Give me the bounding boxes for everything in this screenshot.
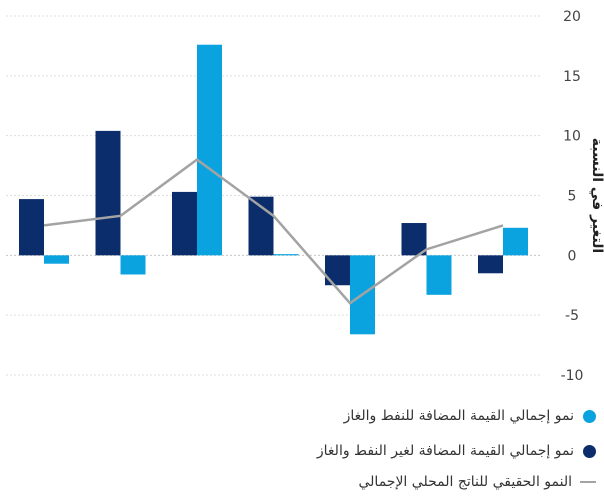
legend-label-oil-gas: نمو إجمالي القيمة المضافة للنفط والغاز <box>343 408 574 424</box>
bar-oil-gas <box>426 255 452 295</box>
legend-item-oil-gas: نمو إجمالي القيمة المضافة للنفط والغاز <box>344 408 596 424</box>
legend-label-non-oil: نمو إجمالي القيمة المضافة لغير النفط وال… <box>316 443 574 459</box>
gdp-growth-line <box>43 158 504 305</box>
bar-oil-gas <box>120 255 146 275</box>
bar-non-oil <box>19 199 44 256</box>
grid-lines <box>6 15 541 376</box>
bar-oil-gas <box>197 44 222 256</box>
bar-non-oil <box>478 255 503 274</box>
y-tick-label: 0 <box>568 248 577 264</box>
bar-oil-gas <box>503 227 528 256</box>
bars <box>19 44 528 335</box>
y-tick-label: 20 <box>563 9 581 25</box>
legend-item-gdp: النمو الحقيقي للناتج المحلي الإجمالي <box>358 474 596 490</box>
y-tick-label: -10 <box>561 368 584 384</box>
y-tick-label: 5 <box>568 189 577 205</box>
bar-non-oil <box>401 223 427 256</box>
y-axis-title: التغير في النسبة <box>589 138 604 253</box>
legend-swatch-gdp <box>580 481 596 483</box>
legend-item-non-oil: نمو إجمالي القيمة المضافة لغير النفط وال… <box>317 443 596 459</box>
bar-oil-gas <box>273 254 299 256</box>
chart: -10 -5 0 5 10 15 20 التغير في النسبة <box>6 9 604 384</box>
y-tick-labels: -10 -5 0 5 10 15 20 <box>561 9 584 384</box>
y-tick-label: 10 <box>563 129 581 145</box>
legend-swatch-oil-gas <box>583 409 596 423</box>
bar-non-oil <box>172 191 197 256</box>
bar-oil-gas <box>44 255 69 264</box>
y-tick-label: -5 <box>565 308 579 324</box>
bar-non-oil <box>95 130 121 256</box>
gdp-line-layer <box>43 158 504 305</box>
legend-swatch-non-oil <box>583 444 596 458</box>
y-tick-label: 15 <box>563 69 581 85</box>
legend-label-gdp: النمو الحقيقي للناتج المحلي الإجمالي <box>358 474 573 490</box>
